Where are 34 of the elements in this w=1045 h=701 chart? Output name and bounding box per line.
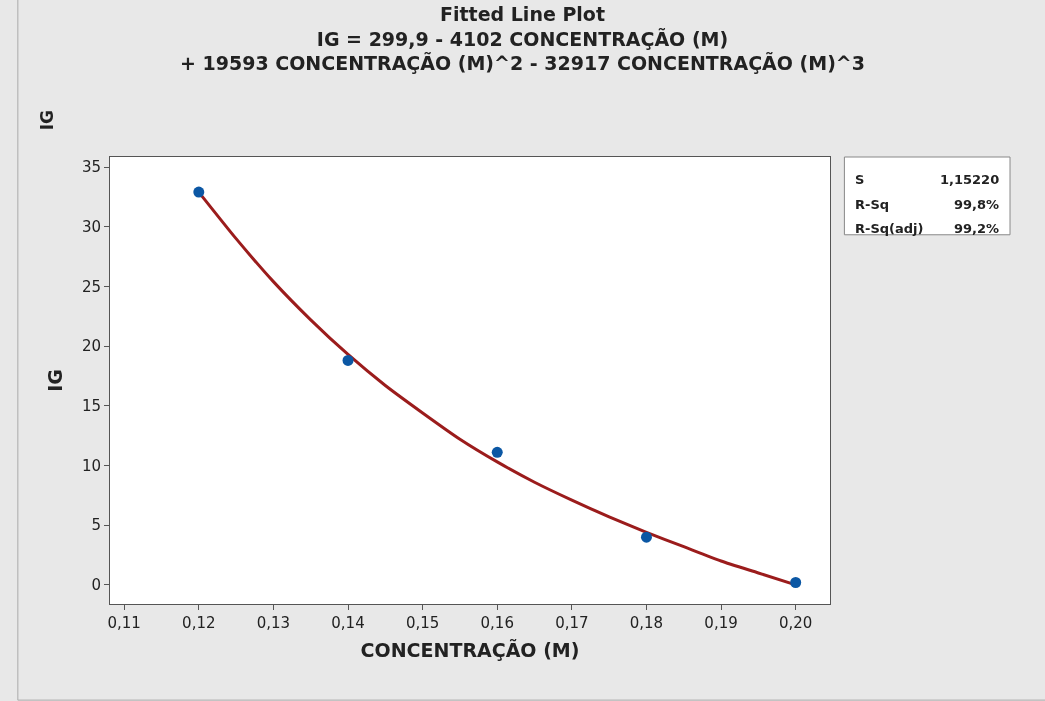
- point: [342, 354, 354, 366]
- x-tick-label: 0,16: [480, 614, 514, 632]
- point: [790, 577, 802, 589]
- text: S: [855, 172, 865, 187]
- x-tick-label: 0,11: [107, 614, 141, 632]
- x-tick-label: 0,20: [778, 614, 813, 632]
- y-tick-label: 30: [81, 217, 101, 236]
- y-tick-label: 15: [81, 397, 101, 416]
- y-tick-label: 25: [81, 277, 101, 296]
- y-tick-label: 20: [81, 337, 101, 356]
- y-tick-label: 10: [81, 456, 101, 475]
- text: R-Sq(adj): [855, 221, 924, 236]
- point: [640, 531, 652, 543]
- y-tick-label: 35: [81, 158, 101, 177]
- text: 1,15220: [940, 172, 1000, 187]
- chart-subtitle: IG = 299,9 - 4102 CONCENTRAÇÃO (M) + 19593 CONCENTRAÇÃO (M)^2 - 32917 CONCENTRAÇÃO (M)^3: [180, 26, 865, 75]
- x-tick-label: 0,15: [405, 614, 440, 632]
- x-tick-label: 0,13: [256, 614, 291, 632]
- x-tick-label: 0,18: [629, 614, 664, 632]
- text: 99,8%: [954, 197, 1000, 212]
- chart-title: Fitted Line Plot: [440, 3, 605, 26]
- y-tick-label: 5: [91, 516, 101, 535]
- text: 99,2%: [954, 221, 1000, 236]
- x-tick-label: 0,12: [182, 614, 216, 632]
- point: [491, 446, 503, 458]
- text: IG: [36, 109, 57, 131]
- y-axis-title: IG: [43, 369, 66, 392]
- text: R-Sq: [855, 197, 890, 212]
- x-tick-label: 0,19: [704, 614, 738, 632]
- x-axis-title: CONCENTRAÇÃO (M): [360, 637, 580, 661]
- x-tick-label: 0,17: [555, 614, 589, 632]
- x-tick-label: 0,14: [331, 614, 365, 632]
- y-tick-label: 0: [91, 576, 101, 595]
- point: [193, 186, 205, 198]
